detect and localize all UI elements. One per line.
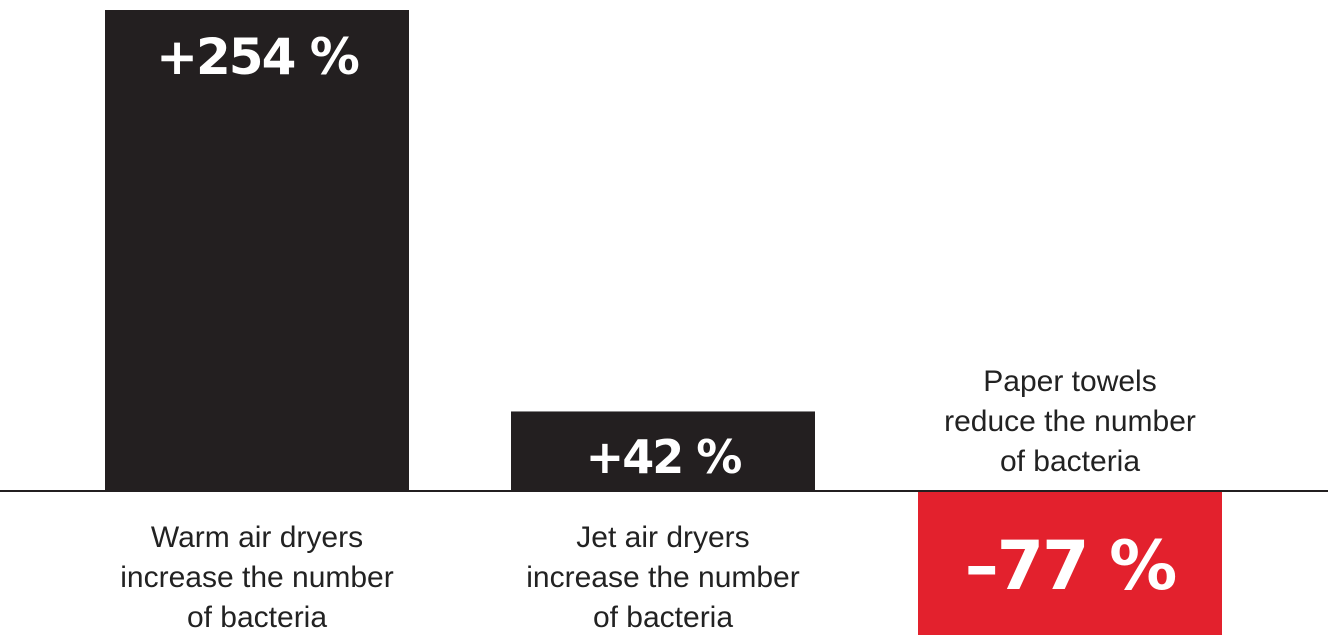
bars-group xyxy=(105,10,1222,635)
bar-caption-2-line-2: of bacteria xyxy=(1000,445,1140,478)
captions-group: Warm air dryers increase the number of bac… xyxy=(120,365,1196,634)
bar-caption-1-line-0: Jet air dryers xyxy=(576,521,749,554)
bar-caption-0-line-1: increase the number xyxy=(120,561,394,594)
bar-caption-0-line-0: Warm air dryers xyxy=(151,521,363,554)
bar-caption-0-line-2: of bacteria xyxy=(187,601,327,634)
bar-2 xyxy=(918,492,1222,635)
bar-value-label-0: +254 % xyxy=(156,28,359,86)
bar-0 xyxy=(105,10,409,491)
bar-caption-1-line-2: of bacteria xyxy=(593,601,733,634)
bar-1 xyxy=(511,411,815,491)
bar-value-label-1: +42 % xyxy=(586,430,742,484)
bar-caption-2-line-0: Paper towels xyxy=(983,365,1156,398)
bar-caption-2-line-1: reduce the number xyxy=(944,405,1196,438)
bar-value-label-2: –77 % xyxy=(965,527,1175,606)
bar-caption-1-line-1: increase the number xyxy=(526,561,800,594)
value-labels-group: +254 % +42 % –77 % xyxy=(156,28,1177,606)
